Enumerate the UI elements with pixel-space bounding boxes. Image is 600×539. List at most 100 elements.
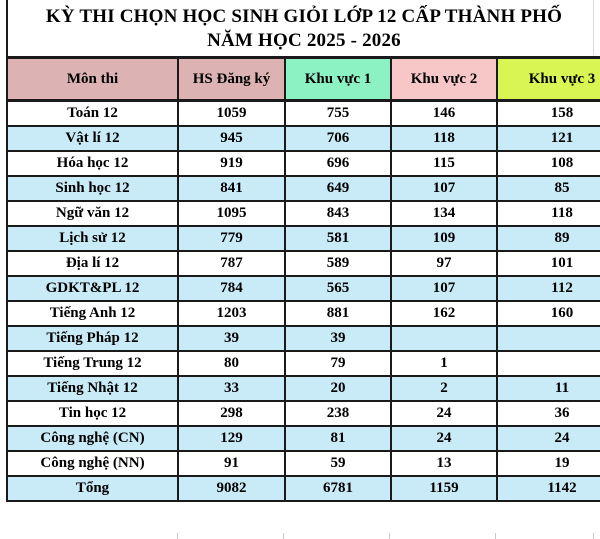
cell-registered: 841 <box>177 175 286 202</box>
cell-registered: 129 <box>177 425 286 452</box>
table-row: Tin học 12 298 238 24 36 <box>6 400 600 427</box>
bottom-partial-row <box>0 533 600 539</box>
column-header-zone2: Khu vực 2 <box>390 56 498 102</box>
table-row: Hóa học 12 919 696 115 108 <box>6 150 600 177</box>
cell-zone2: 162 <box>390 300 498 327</box>
cell-subject: Ngữ văn 12 <box>6 200 179 227</box>
spreadsheet-gridline <box>593 533 594 539</box>
cell-registered: 945 <box>177 125 286 152</box>
cell-zone2: 146 <box>390 99 498 127</box>
cell-zone1: 81 <box>284 425 392 452</box>
cell-zone3: 112 <box>496 275 600 302</box>
cell-registered: 919 <box>177 150 286 177</box>
table-row: Lịch sử 12 779 581 109 89 <box>6 225 600 252</box>
table-row: Công nghệ (NN) 91 59 13 19 <box>6 450 600 477</box>
column-header-zone1: Khu vực 1 <box>284 56 392 102</box>
cell-zone2: 2 <box>390 375 498 402</box>
cell-zone1: 755 <box>284 99 392 127</box>
column-header-registered: HS Đăng ký <box>177 56 286 102</box>
cell-zone1: 238 <box>284 400 392 427</box>
cell-subject: Tiếng Pháp 12 <box>6 325 179 352</box>
cell-registered: 779 <box>177 225 286 252</box>
table-row: Tiếng Nhật 12 33 20 2 11 <box>6 375 600 402</box>
cell-zone1: 843 <box>284 200 392 227</box>
cell-registered: 39 <box>177 325 286 352</box>
spreadsheet-gridline <box>177 533 178 539</box>
cell-zone3: 19 <box>496 450 600 477</box>
cell-registered: 1095 <box>177 200 286 227</box>
document-title: KỲ THI CHỌN HỌC SINH GIỎI LỚP 12 CẤP THÀ… <box>6 0 600 56</box>
cell-subject: Lịch sử 12 <box>6 225 179 252</box>
cell-zone1: 706 <box>284 125 392 152</box>
cell-zone3: 118 <box>496 200 600 227</box>
cell-zone3: 89 <box>496 225 600 252</box>
cell-zone1: 6781 <box>284 475 392 502</box>
table-row: Ngữ văn 12 1095 843 134 118 <box>6 200 600 227</box>
cell-registered: 1059 <box>177 99 286 127</box>
cell-zone1: 881 <box>284 300 392 327</box>
cell-subject: Tiếng Anh 12 <box>6 300 179 327</box>
cell-zone1: 20 <box>284 375 392 402</box>
cell-zone2 <box>390 325 498 352</box>
cell-zone1: 581 <box>284 225 392 252</box>
cell-subject: Tiếng Trung 12 <box>6 350 179 377</box>
table-row: Tiếng Trung 12 80 79 1 <box>6 350 600 377</box>
title-line-2: NĂM HỌC 2025 - 2026 <box>207 30 401 51</box>
cell-subject: Hóa học 12 <box>6 150 179 177</box>
table-row: Toán 12 1059 755 146 158 <box>6 99 600 127</box>
table-row: Tiếng Pháp 12 39 39 <box>6 325 600 352</box>
table-row: Sinh học 12 841 649 107 85 <box>6 175 600 202</box>
cell-subject: Công nghệ (NN) <box>6 450 179 477</box>
cell-zone3: 11 <box>496 375 600 402</box>
cell-zone3: 24 <box>496 425 600 452</box>
cell-zone3: 160 <box>496 300 600 327</box>
cell-zone2: 107 <box>390 175 498 202</box>
cell-zone2: 97 <box>390 250 498 277</box>
cell-zone1: 696 <box>284 150 392 177</box>
cell-zone2: 109 <box>390 225 498 252</box>
cell-registered: 80 <box>177 350 286 377</box>
cell-zone2: 1159 <box>390 475 498 502</box>
table-row: Địa lí 12 787 589 97 101 <box>6 250 600 277</box>
table-row: Công nghệ (CN) 129 81 24 24 <box>6 425 600 452</box>
cell-zone1: 589 <box>284 250 392 277</box>
column-header-subject: Môn thi <box>6 56 179 102</box>
cell-zone3: 158 <box>496 99 600 127</box>
spreadsheet-gridline <box>389 533 390 539</box>
cell-zone3 <box>496 325 600 352</box>
cell-zone2: 107 <box>390 275 498 302</box>
cell-registered: 298 <box>177 400 286 427</box>
cell-subject: Tổng <box>6 475 179 502</box>
cell-zone1: 565 <box>284 275 392 302</box>
cell-zone2: 24 <box>390 425 498 452</box>
table-header-row: Môn thi HS Đăng ký Khu vực 1 Khu vực 2 K… <box>6 56 600 102</box>
exam-results-table: Môn thi HS Đăng ký Khu vực 1 Khu vực 2 K… <box>6 56 600 502</box>
cell-zone3: 108 <box>496 150 600 177</box>
cell-zone3: 101 <box>496 250 600 277</box>
cell-zone3 <box>496 350 600 377</box>
cell-zone2: 118 <box>390 125 498 152</box>
cell-zone2: 115 <box>390 150 498 177</box>
title-line-1: KỲ THI CHỌN HỌC SINH GIỎI LỚP 12 CẤP THÀ… <box>45 6 563 27</box>
cell-zone2: 13 <box>390 450 498 477</box>
cell-zone3: 36 <box>496 400 600 427</box>
cell-subject: Công nghệ (CN) <box>6 425 179 452</box>
table-row: GDKT&PL 12 784 565 107 112 <box>6 275 600 302</box>
cell-subject: Tin học 12 <box>6 400 179 427</box>
cell-zone3: 121 <box>496 125 600 152</box>
spreadsheet-gridline <box>495 533 496 539</box>
cell-zone1: 649 <box>284 175 392 202</box>
cell-registered: 784 <box>177 275 286 302</box>
table-body: Toán 12 1059 755 146 158 Vật lí 12 945 7… <box>6 99 600 502</box>
cell-zone2: 24 <box>390 400 498 427</box>
cell-registered: 787 <box>177 250 286 277</box>
table-row-total: Tổng 9082 6781 1159 1142 <box>6 475 600 502</box>
table-row: Tiếng Anh 12 1203 881 162 160 <box>6 300 600 327</box>
cell-subject: Tiếng Nhật 12 <box>6 375 179 402</box>
cell-subject: Toán 12 <box>6 99 179 127</box>
cell-zone1: 79 <box>284 350 392 377</box>
cell-subject: Địa lí 12 <box>6 250 179 277</box>
cell-zone1: 59 <box>284 450 392 477</box>
cell-subject: Vật lí 12 <box>6 125 179 152</box>
